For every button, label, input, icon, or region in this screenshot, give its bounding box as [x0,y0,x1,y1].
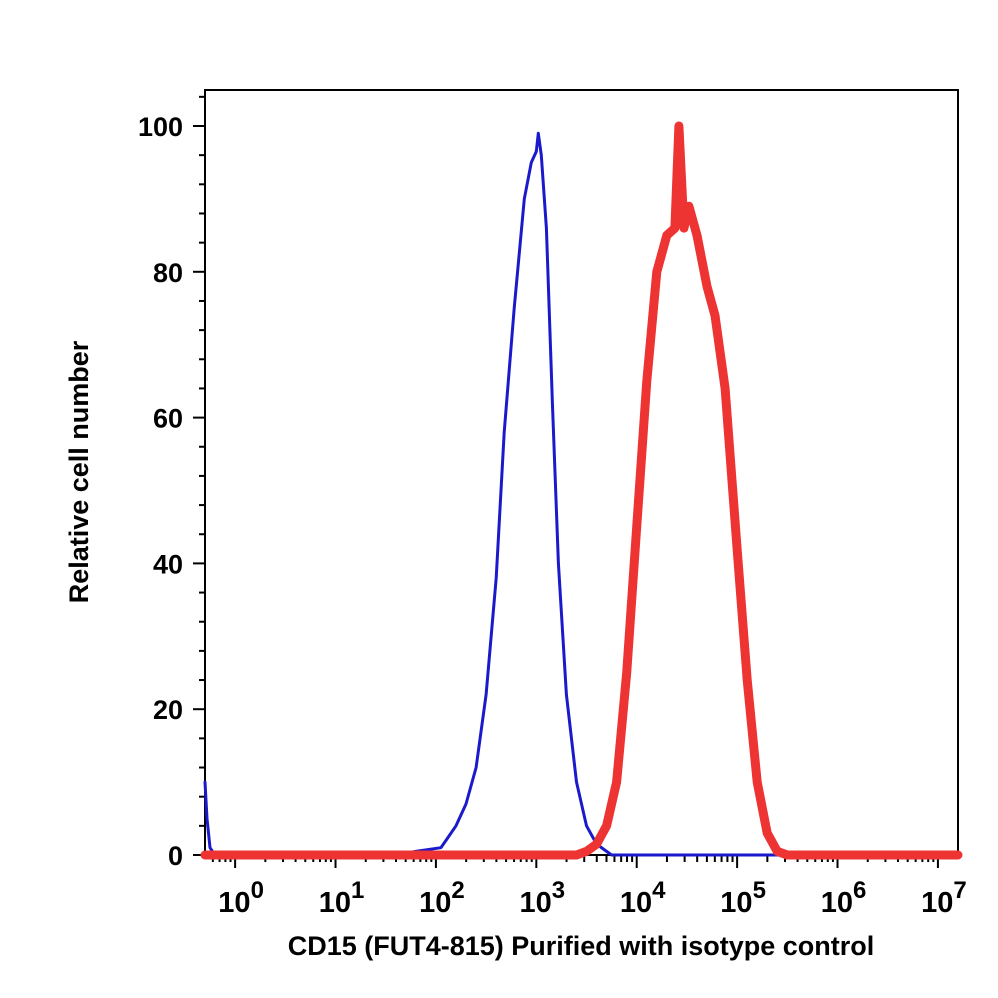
plot-frame [204,89,959,856]
x-tick-label: 107 [921,877,967,919]
y-tick-label: 20 [153,695,183,725]
x-axis: 100 101 102 103 104 105 106 107 [211,855,967,919]
x-tick-label: 101 [319,877,365,919]
y-tick-label: 80 [153,258,183,288]
isotype-control-curve [203,131,960,857]
x-tick-label: 103 [520,877,566,919]
x-tick-label: 100 [218,877,264,919]
y-tick-label: 100 [138,112,183,142]
x-tick-label: 106 [821,877,867,919]
y-tick-label: 0 [168,841,183,871]
y-tick-label: 60 [153,404,183,434]
x-axis-title: CD15 (FUT4-815) Purified with isotype co… [288,931,875,961]
y-axis: 0 20 40 60 80 100 [138,95,205,871]
cd15-curve [200,121,963,860]
y-axis-title: Relative cell number [64,340,94,603]
x-tick-label: 102 [419,877,465,919]
series-layer [200,121,963,860]
x-tick-label: 105 [720,877,766,919]
y-tick-label: 40 [153,549,183,579]
x-tick-label: 104 [620,877,666,919]
